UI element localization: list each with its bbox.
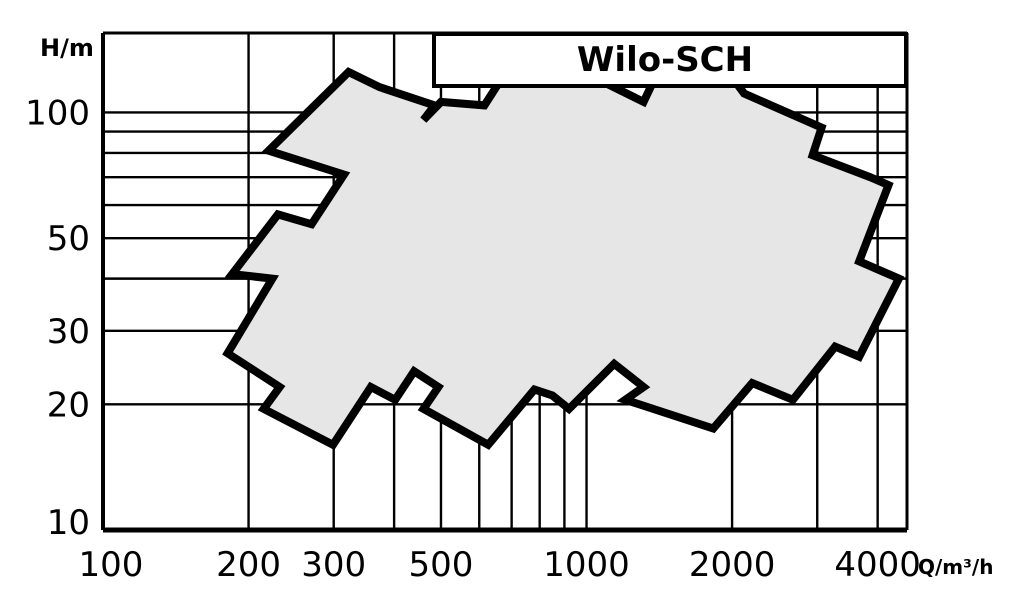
- y-tick-label-50: 50: [47, 219, 90, 259]
- x-tick-label-500: 500: [409, 545, 474, 585]
- y-tick-label-20: 20: [47, 385, 90, 425]
- chart-title: Wilo-SCH: [577, 40, 753, 80]
- title-box: Wilo-SCH: [432, 32, 908, 88]
- x-tick-label-300: 300: [301, 545, 366, 585]
- x-tick-label-4000: 4000: [834, 545, 921, 585]
- x-axis-label: Q/m³/h: [918, 555, 993, 579]
- x-tick-label-100: 100: [79, 545, 144, 585]
- y-tick-labels: 10 20 30 50 100: [25, 93, 90, 543]
- y-axis-label: H/m: [40, 34, 94, 62]
- x-tick-label-1000: 1000: [543, 545, 630, 585]
- y-tick-label-10: 10: [47, 503, 90, 543]
- operating-range-area: [222, 54, 905, 451]
- y-tick-label-100: 100: [25, 93, 90, 133]
- x-tick-label-200: 200: [216, 545, 281, 585]
- y-tick-label-30: 30: [47, 312, 90, 352]
- x-tick-labels: 100 200 300 500 1000 2000 4000: [79, 545, 921, 585]
- x-tick-label-2000: 2000: [689, 545, 776, 585]
- title-box-border: [432, 32, 908, 88]
